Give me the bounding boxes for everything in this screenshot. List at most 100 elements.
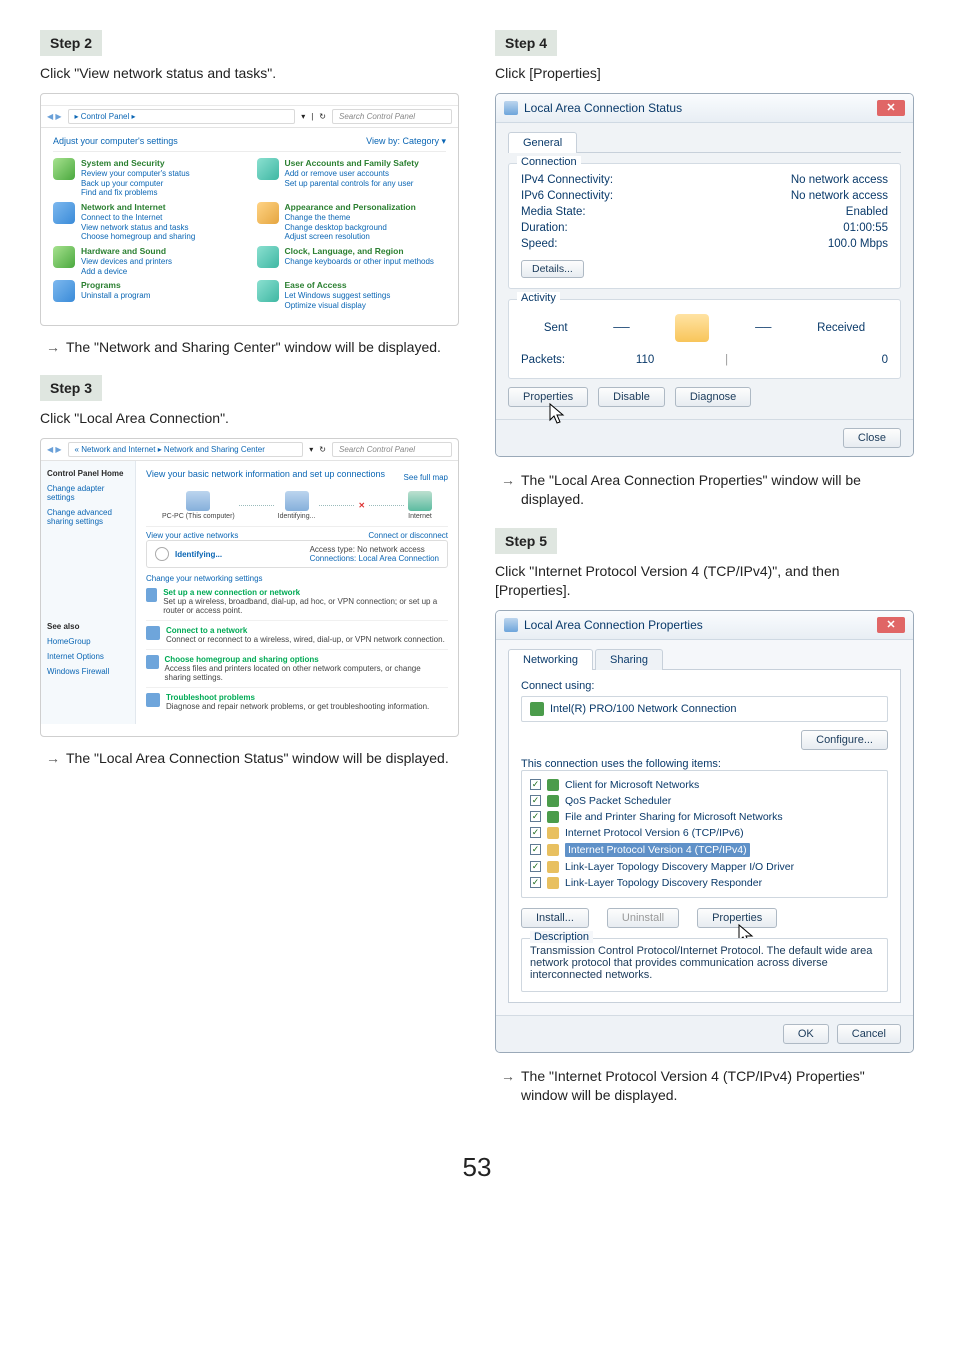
- step4-result: The "Local Area Connection Properties" w…: [501, 471, 914, 510]
- link[interactable]: Back up your computer: [81, 179, 190, 189]
- nc-search[interactable]: Search Control Panel: [332, 442, 452, 457]
- ipv6-label: IPv6 Connectivity:: [521, 190, 613, 202]
- disable-button[interactable]: Disable: [598, 387, 665, 407]
- properties-button[interactable]: Properties: [508, 387, 588, 407]
- link[interactable]: View network status and tasks: [81, 223, 195, 233]
- properties-button[interactable]: Properties: [697, 908, 777, 928]
- details-button[interactable]: Details...: [521, 260, 584, 278]
- link[interactable]: Connect to the Internet: [81, 213, 195, 223]
- setup-new-connection[interactable]: Set up a new connection or network: [163, 588, 448, 597]
- nc-crumb[interactable]: « Network and Internet ▸ Network and Sha…: [68, 442, 304, 457]
- cancel-button[interactable]: Cancel: [837, 1024, 901, 1044]
- legend-activity: Activity: [517, 292, 560, 304]
- item-ipv6[interactable]: Internet Protocol Version 6 (TCP/IPv6): [565, 827, 744, 839]
- cp-search-input[interactable]: Search Control Panel: [332, 109, 452, 124]
- cat-hardware-sound[interactable]: Hardware and Sound: [81, 246, 172, 256]
- side-internet-options[interactable]: Internet Options: [47, 652, 129, 661]
- hardware-icon: [53, 246, 75, 268]
- ipv4-label: IPv4 Connectivity:: [521, 174, 613, 186]
- step3-tag: Step 3: [40, 375, 102, 401]
- network-icon: [504, 101, 518, 115]
- node-pc: PC-PC (This computer): [162, 513, 235, 520]
- side-change-adapter[interactable]: Change adapter settings: [47, 484, 129, 502]
- install-button[interactable]: Install...: [521, 908, 589, 928]
- cat-ease-access[interactable]: Ease of Access: [285, 280, 391, 290]
- choose-homegroup[interactable]: Choose homegroup and sharing options: [165, 655, 448, 664]
- step3-result: The "Local Area Connection Status" windo…: [46, 749, 459, 769]
- uninstall-button[interactable]: Uninstall: [607, 908, 679, 928]
- configure-button[interactable]: Configure...: [801, 730, 888, 750]
- link[interactable]: View devices and printers: [81, 257, 172, 267]
- side-change-sharing[interactable]: Change advanced sharing settings: [47, 508, 129, 526]
- item-lltd-responder[interactable]: Link-Layer Topology Discovery Responder: [565, 877, 762, 889]
- connect-using-label: Connect using:: [521, 680, 888, 692]
- cat-system-security[interactable]: System and Security: [81, 158, 190, 168]
- item-qos[interactable]: QoS Packet Scheduler: [565, 795, 671, 807]
- troubleshoot-problems[interactable]: Troubleshoot problems: [166, 693, 429, 702]
- activity-icon: [675, 314, 709, 342]
- cat-clock-lang[interactable]: Clock, Language, and Region: [285, 246, 434, 256]
- address-crumb[interactable]: ▸ Control Panel ▸: [68, 109, 296, 124]
- tab-general[interactable]: General: [508, 132, 577, 153]
- link[interactable]: Uninstall a program: [81, 291, 150, 301]
- link[interactable]: Adjust screen resolution: [285, 232, 416, 242]
- side-windows-firewall[interactable]: Windows Firewall: [47, 667, 129, 676]
- side-homegroup[interactable]: HomeGroup: [47, 637, 129, 646]
- link[interactable]: Optimize visual display: [285, 301, 391, 311]
- link[interactable]: Review your computer's status: [81, 169, 190, 179]
- ipv6-value: No network access: [791, 190, 888, 202]
- see-full-map[interactable]: See full map: [404, 473, 448, 482]
- connect-disconnect[interactable]: Connect or disconnect: [368, 531, 448, 540]
- link[interactable]: Add or remove user accounts: [285, 169, 419, 179]
- link[interactable]: Change the theme: [285, 213, 416, 223]
- speed-value: 100.0 Mbps: [828, 238, 888, 250]
- step3-text: Click "Local Area Connection".: [40, 409, 459, 428]
- ipv4-value: No network access: [791, 174, 888, 186]
- close-icon[interactable]: ✕: [877, 617, 905, 633]
- ease-icon: [257, 280, 279, 302]
- components-listbox[interactable]: ✓Client for Microsoft Networks ✓QoS Pack…: [521, 770, 888, 898]
- troubleshoot-icon: [146, 693, 160, 707]
- diagnose-button[interactable]: Diagnose: [675, 387, 751, 407]
- item-file-printer[interactable]: File and Printer Sharing for Microsoft N…: [565, 811, 783, 823]
- close-button[interactable]: Close: [843, 428, 901, 448]
- cat-network-internet[interactable]: Network and Internet: [81, 202, 195, 212]
- media-label: Media State:: [521, 206, 586, 218]
- nic-name: Intel(R) PRO/100 Network Connection: [550, 703, 736, 715]
- network-icon: [53, 202, 75, 224]
- access-type: Access type: No network access: [310, 545, 439, 554]
- ok-button[interactable]: OK: [783, 1024, 829, 1044]
- link[interactable]: Set up parental controls for any user: [285, 179, 419, 189]
- close-icon[interactable]: ✕: [877, 100, 905, 116]
- link[interactable]: Find and fix problems: [81, 188, 190, 198]
- description-legend: Description: [530, 931, 593, 943]
- step5-result: The "Internet Protocol Version 4 (TCP/IP…: [501, 1067, 914, 1106]
- legend-connection: Connection: [517, 156, 581, 168]
- item-lltd-mapper[interactable]: Link-Layer Topology Discovery Mapper I/O…: [565, 861, 794, 873]
- node-identifying: Identifying...: [278, 513, 316, 520]
- step4-text: Click [Properties]: [495, 64, 914, 83]
- side-home[interactable]: Control Panel Home: [47, 469, 129, 478]
- viewby[interactable]: View by: Category ▾: [366, 136, 446, 147]
- cat-user-accounts[interactable]: User Accounts and Family Safety: [285, 158, 419, 168]
- link[interactable]: Change desktop background: [285, 223, 416, 233]
- link[interactable]: Change keyboards or other input methods: [285, 257, 434, 267]
- nc-title: View your basic network information and …: [146, 469, 385, 479]
- homegroup-icon: [146, 655, 159, 669]
- tab-networking[interactable]: Networking: [508, 649, 593, 670]
- adjust-heading: Adjust your computer's settings: [53, 136, 178, 147]
- item-client-ms[interactable]: Client for Microsoft Networks: [565, 779, 699, 791]
- cat-programs[interactable]: Programs: [81, 280, 150, 290]
- connect-network[interactable]: Connect to a network: [166, 626, 445, 635]
- link[interactable]: Choose homegroup and sharing: [81, 232, 195, 242]
- local-area-connection-link[interactable]: Connections: Local Area Connection: [310, 554, 439, 563]
- proto-icon: [547, 877, 559, 889]
- link[interactable]: Add a device: [81, 267, 172, 277]
- cursor-icon: [548, 402, 568, 426]
- item-ipv4-selected[interactable]: Internet Protocol Version 4 (TCP/IPv4): [565, 843, 750, 857]
- tab-sharing[interactable]: Sharing: [595, 649, 663, 670]
- link[interactable]: Let Windows suggest settings: [285, 291, 391, 301]
- cat-appearance[interactable]: Appearance and Personalization: [285, 202, 416, 212]
- step2-result: The "Network and Sharing Center" window …: [46, 338, 459, 358]
- proto-icon: [547, 861, 559, 873]
